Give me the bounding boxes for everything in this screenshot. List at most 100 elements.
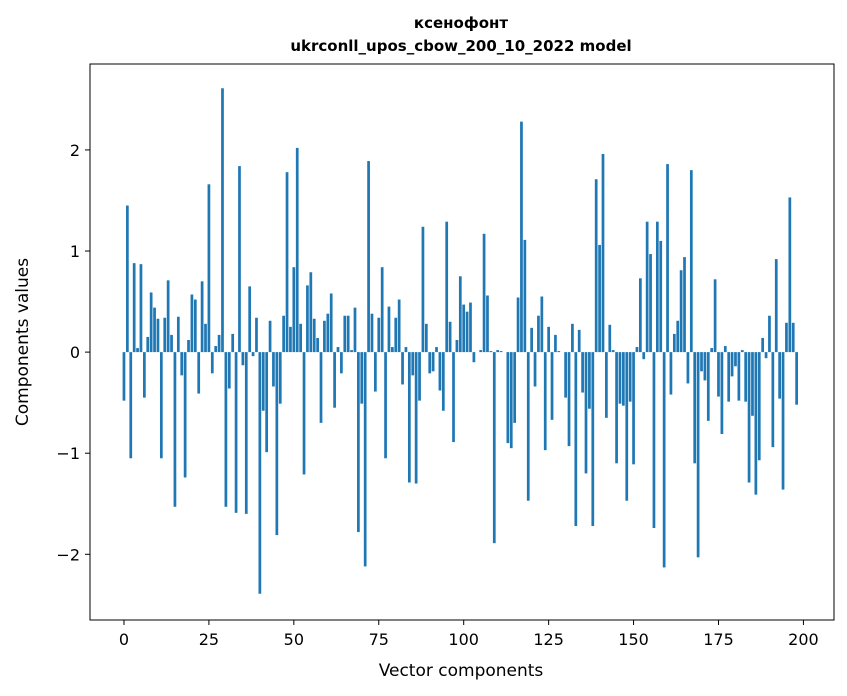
bar-156 — [652, 352, 656, 529]
bar-26 — [210, 352, 214, 374]
bar-32 — [231, 333, 235, 353]
x-axis-label: Vector components — [379, 661, 544, 681]
bar-107 — [486, 295, 489, 353]
bar-8 — [149, 292, 153, 353]
bar-52 — [299, 323, 302, 353]
bar-96 — [448, 321, 452, 353]
bar-187 — [757, 352, 761, 461]
bar-43 — [268, 320, 272, 353]
bar-79 — [391, 347, 394, 353]
bar-48 — [285, 172, 289, 353]
bar-140 — [598, 244, 601, 353]
bar-33 — [234, 352, 238, 513]
bar-125 — [547, 326, 550, 353]
bar-144 — [611, 350, 615, 353]
bar-142 — [605, 352, 608, 418]
bar-111 — [499, 351, 503, 353]
bar-114 — [509, 352, 513, 449]
bar-145 — [615, 352, 618, 464]
bar-53 — [302, 352, 306, 475]
bar-134 — [577, 329, 581, 353]
bar-98 — [455, 339, 459, 353]
bar-17 — [180, 352, 184, 376]
bar-151 — [635, 347, 639, 353]
bar-78 — [387, 306, 391, 353]
bar-67 — [350, 350, 353, 353]
bar-126 — [550, 352, 554, 420]
bar-105 — [479, 350, 483, 353]
bar-20 — [190, 294, 194, 353]
bar-143 — [608, 324, 612, 353]
bar-68 — [353, 307, 357, 353]
bar-124 — [543, 352, 547, 451]
bar-121 — [533, 352, 537, 387]
bar-128 — [557, 351, 561, 353]
bar-167 — [689, 170, 693, 353]
bar-163 — [676, 320, 680, 353]
bar-88 — [421, 226, 425, 353]
bar-193 — [778, 352, 781, 399]
bar-139 — [594, 179, 598, 353]
bar-135 — [581, 352, 584, 393]
bar-59 — [323, 320, 326, 353]
bar-87 — [418, 352, 421, 401]
bar-83 — [404, 347, 408, 353]
bar-93 — [438, 352, 442, 391]
bar-34 — [238, 166, 241, 353]
bar-56 — [312, 318, 316, 353]
bar-2 — [129, 352, 133, 459]
bar-42 — [265, 352, 269, 453]
bar-141 — [601, 153, 605, 353]
bar-39 — [255, 317, 258, 353]
bar-11 — [159, 352, 163, 459]
bar-60 — [326, 313, 330, 353]
bar-47 — [282, 315, 285, 353]
bar-38 — [251, 352, 255, 357]
bar-85 — [411, 352, 415, 376]
bar-147 — [622, 352, 625, 406]
bar-30 — [224, 352, 228, 507]
bar-113 — [506, 352, 510, 444]
bar-190 — [768, 315, 771, 353]
bar-110 — [496, 350, 500, 353]
bar-101 — [465, 311, 469, 353]
bar-155 — [649, 254, 652, 353]
bar-44 — [272, 352, 275, 387]
bar-40 — [258, 352, 262, 594]
bar-45 — [275, 352, 279, 536]
bar-192 — [774, 259, 778, 353]
bar-166 — [686, 352, 690, 384]
bar-9 — [153, 307, 156, 353]
bar-19 — [187, 339, 190, 353]
bar-175 — [717, 352, 720, 397]
bar-108 — [489, 351, 493, 353]
bar-149 — [628, 352, 632, 402]
x-tick-label-75: 75 — [369, 630, 389, 649]
bar-75 — [377, 317, 381, 353]
bar-86 — [414, 352, 418, 484]
bar-130 — [564, 352, 567, 398]
bar-106 — [482, 233, 486, 353]
x-tick-label-150: 150 — [618, 630, 649, 649]
bar-84 — [407, 352, 411, 483]
bar-62 — [333, 352, 336, 408]
bar-series — [122, 88, 798, 594]
bar-179 — [730, 352, 734, 377]
bar-63 — [336, 347, 340, 353]
x-axis-ticks: 0 25 50 75 100 125 150 175 200 — [119, 620, 819, 649]
bar-173 — [710, 348, 714, 353]
x-tick-label-25: 25 — [199, 630, 219, 649]
y-tick-label-2: 0 — [70, 343, 80, 362]
bar-41 — [261, 352, 265, 411]
bar-22 — [197, 352, 201, 394]
bar-97 — [452, 352, 455, 443]
bar-70 — [360, 352, 364, 404]
bar-127 — [554, 334, 557, 353]
bar-103 — [472, 352, 476, 363]
chart-title-line-1: ксенофонт — [414, 14, 508, 32]
y-axis-label: Components values — [13, 258, 33, 426]
bar-117 — [520, 121, 523, 353]
bar-80 — [394, 317, 398, 353]
bar-0 — [122, 352, 126, 401]
